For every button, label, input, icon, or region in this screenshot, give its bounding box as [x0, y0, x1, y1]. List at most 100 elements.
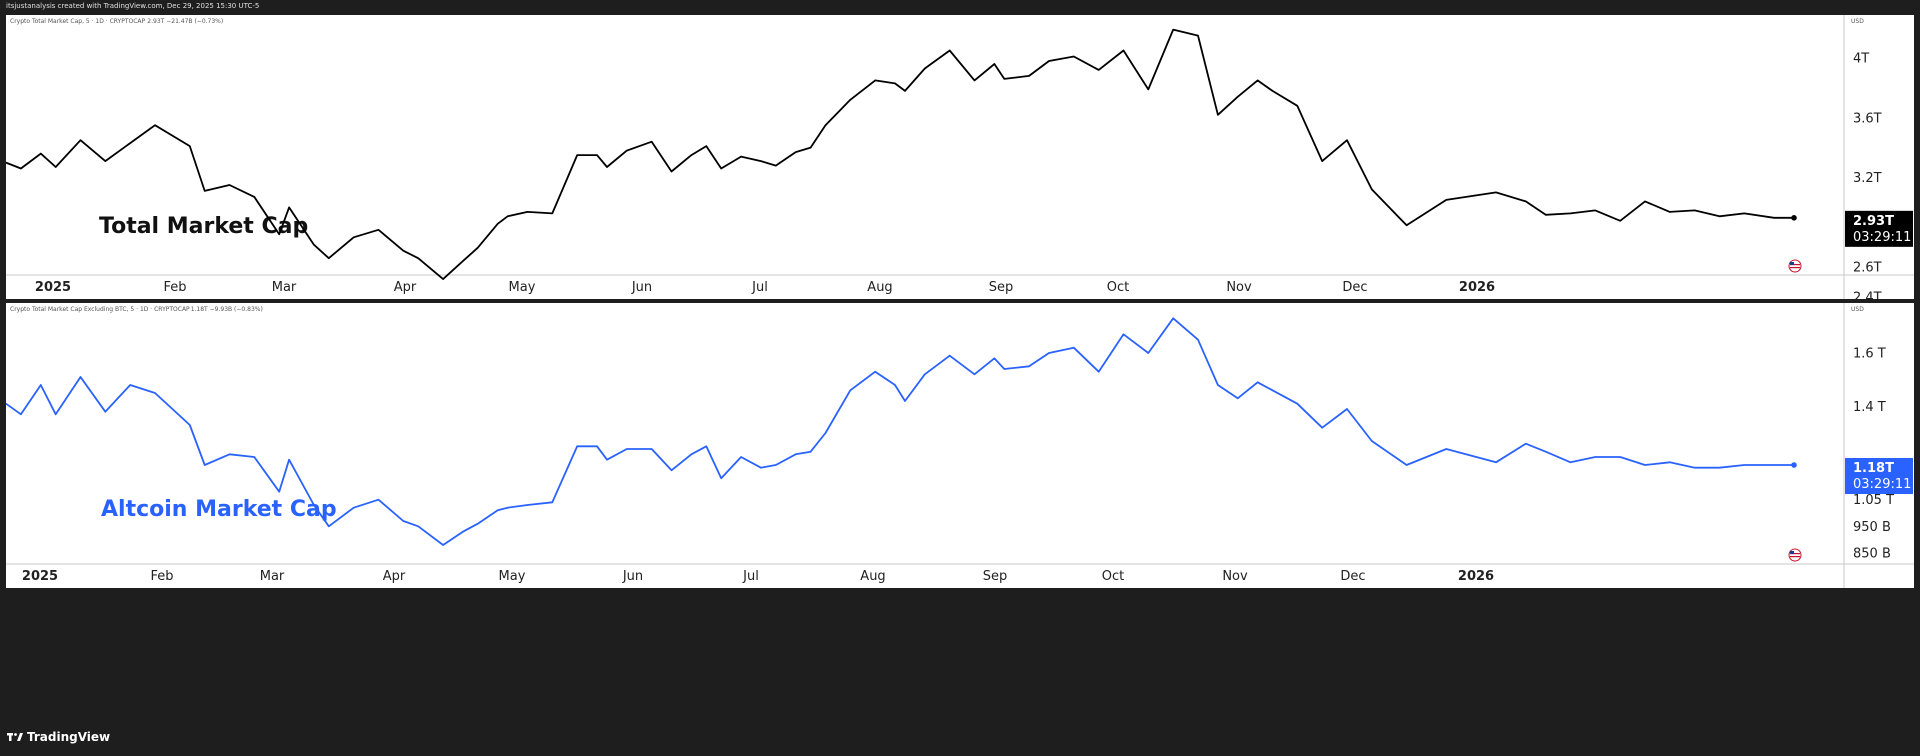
data-point	[79, 139, 82, 141]
currency-label: USD	[1851, 18, 1864, 25]
data-point	[795, 453, 797, 455]
bar-countdown: 03:29:11	[1853, 230, 1911, 245]
data-point	[1003, 368, 1005, 370]
data-point	[526, 504, 529, 506]
data-point	[973, 373, 976, 375]
time-tick-label: Apr	[394, 280, 417, 295]
current-price-value: 2.93T	[1853, 214, 1894, 229]
data-point	[497, 509, 499, 511]
data-point	[1495, 191, 1497, 193]
data-point	[402, 250, 404, 252]
data-point	[1525, 443, 1527, 445]
data-point	[1346, 139, 1348, 141]
symbol-label: Crypto Total Market Cap Excluding BTC, 5…	[10, 306, 190, 313]
data-point	[507, 215, 509, 217]
data-point	[313, 504, 315, 506]
data-point	[551, 501, 553, 503]
us-flag-icon[interactable]	[1788, 259, 1802, 273]
data-point	[1237, 96, 1239, 98]
time-tick-label: Dec	[1340, 569, 1365, 584]
chart-annotation: Altcoin Market Cap	[101, 497, 337, 522]
data-point	[40, 153, 42, 155]
data-point	[1122, 49, 1125, 52]
data-point	[1271, 90, 1274, 92]
series-points	[6, 29, 1795, 280]
data-point	[1098, 371, 1100, 373]
us-flag-icon[interactable]	[1788, 548, 1802, 562]
data-point	[526, 211, 529, 213]
time-tick-label: 2025	[35, 280, 71, 295]
series-points	[6, 317, 1795, 546]
time-tick-label: Jul	[751, 280, 768, 295]
data-point	[606, 166, 608, 168]
data-point	[904, 90, 906, 92]
data-point	[720, 167, 722, 170]
price-tick-label: 950 B	[1853, 520, 1891, 535]
data-point	[377, 499, 380, 501]
data-point	[1619, 220, 1621, 222]
data-point	[417, 257, 419, 259]
price-tick-label: 4T	[1853, 52, 1869, 67]
altcoin-market-cap-chart[interactable]: Crypto Total Market Cap Excluding BTC, 5…	[6, 303, 1914, 588]
data-point	[775, 464, 777, 466]
data-point	[626, 150, 628, 152]
data-point	[760, 160, 762, 162]
data-point	[462, 531, 464, 533]
data-point	[104, 160, 106, 162]
time-tick-label: Aug	[867, 280, 892, 295]
attribution-bar: itsjustanalysis created with TradingView…	[0, 0, 1920, 14]
series-line	[6, 28, 1794, 280]
data-point	[189, 145, 191, 147]
data-point	[810, 147, 812, 149]
current-price-label[interactable]	[1845, 210, 1913, 247]
tradingview-logo[interactable]: TradingView	[7, 730, 110, 744]
total-market-cap-chart[interactable]: Crypto Total Market Cap, 5 · 1D · CRYPTO…	[6, 15, 1914, 299]
current-price-value: 1.18T	[1853, 461, 1894, 476]
data-point	[1669, 211, 1671, 213]
data-point	[477, 247, 479, 249]
chart-pane-total[interactable]: Crypto Total Market Cap, 5 · 1D · CRYPTO…	[6, 15, 1914, 299]
data-point	[507, 507, 509, 509]
data-point	[278, 233, 280, 235]
data-point	[949, 49, 951, 52]
data-point	[720, 477, 722, 479]
time-tick-label: 2025	[22, 569, 58, 584]
data-point	[228, 453, 231, 455]
data-point	[1028, 365, 1030, 367]
chart-pane-altcoin[interactable]: Crypto Total Market Cap Excluding BTC, 5…	[6, 303, 1914, 588]
data-point	[1197, 35, 1199, 37]
price-tick-label: 1.6 T	[1853, 347, 1886, 362]
time-tick-label: May	[499, 569, 526, 584]
time-tick-label: Jun	[622, 569, 643, 584]
data-point	[288, 206, 290, 208]
data-point	[1694, 467, 1696, 469]
data-point	[1098, 69, 1100, 71]
price-tick-label: 3.6T	[1853, 111, 1882, 126]
data-point	[154, 392, 156, 394]
time-tick-label: Dec	[1342, 280, 1367, 295]
data-point	[1773, 464, 1775, 466]
chart-legend: Crypto Total Market Cap, 5 · 1D · CRYPTO…	[10, 18, 223, 25]
data-point	[651, 141, 653, 143]
data-point	[129, 384, 131, 386]
current-price-label[interactable]	[1845, 458, 1913, 494]
data-point	[824, 432, 827, 434]
time-tick-label: Feb	[163, 280, 186, 295]
time-tick-label: Jul	[742, 569, 759, 584]
last-price-dot	[1791, 215, 1797, 221]
data-point	[55, 413, 57, 415]
data-point	[874, 79, 876, 81]
data-point	[20, 167, 22, 170]
bar-countdown: 03:29:11	[1853, 477, 1911, 492]
data-point	[278, 491, 280, 493]
time-tick-label: 2026	[1458, 569, 1494, 584]
time-tick-label: Feb	[150, 569, 173, 584]
footer-bar: TradingView	[0, 722, 1920, 756]
data-point	[1346, 408, 1348, 410]
data-point	[129, 142, 131, 144]
data-point	[1296, 105, 1298, 107]
time-tick-label: Nov	[1226, 280, 1252, 295]
data-point	[204, 190, 206, 192]
data-point	[1147, 352, 1149, 354]
data-point	[1257, 79, 1259, 81]
